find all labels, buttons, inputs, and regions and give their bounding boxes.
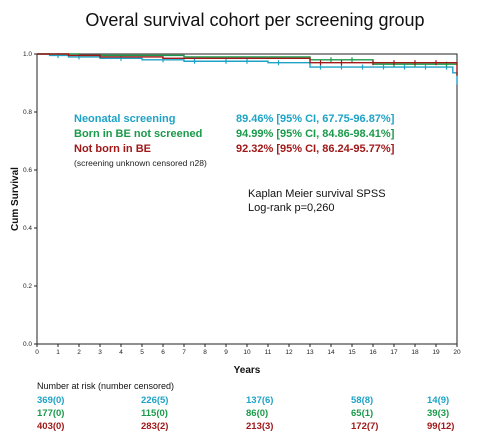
x-tick-label: 16 bbox=[369, 349, 377, 356]
legend-stat-neonatal: 89.46% [95% CI, 67.75-96.87%] bbox=[236, 113, 395, 125]
x-axis-ticks: 0 1 2 3 4 5 6 7 8 9 10 11 12 13 14 15 16 17 18 19 20 bbox=[35, 344, 461, 356]
risk-value-born_be: 86(0) bbox=[246, 408, 268, 419]
x-tick-label: 13 bbox=[306, 349, 314, 356]
chart-title: Overal survival cohort per screening gro… bbox=[85, 10, 424, 30]
risk-value-neonatal: 226(5) bbox=[141, 395, 168, 406]
legend: Neonatal screening 89.46% [95% CI, 67.75… bbox=[74, 113, 395, 168]
method-annotation: Kaplan Meier survival SPSS Log-rank p=0,… bbox=[248, 188, 386, 214]
x-tick-label: 3 bbox=[98, 349, 102, 356]
risk-value-not_born: 283(2) bbox=[141, 421, 168, 432]
x-tick-label: 8 bbox=[203, 349, 207, 356]
method-line-1: Kaplan Meier survival SPSS bbox=[248, 188, 386, 200]
risk-value-born_be: 115(0) bbox=[141, 408, 168, 419]
risk-table-header: Number at risk (number censored) bbox=[37, 381, 174, 391]
risk-value-neonatal: 58(8) bbox=[351, 395, 373, 406]
risk-value-not_born: 99(12) bbox=[427, 421, 454, 432]
legend-label-not-born: Not born in BE bbox=[74, 143, 151, 155]
x-tick-label: 4 bbox=[119, 349, 123, 356]
x-tick-label: 5 bbox=[140, 349, 144, 356]
survival-curves bbox=[37, 52, 458, 85]
legend-label-neonatal: Neonatal screening bbox=[74, 113, 175, 125]
survival-curve-not_born bbox=[37, 53, 458, 76]
x-tick-label: 2 bbox=[77, 349, 81, 356]
legend-stat-not-born: 92.32% [95% CI, 86.24-95.77%] bbox=[236, 143, 395, 155]
legend-stat-born-be: 94.99% [95% CI, 84.86-98.41%] bbox=[236, 128, 395, 140]
x-tick-label: 18 bbox=[411, 349, 419, 356]
method-line-2: Log-rank p=0,260 bbox=[248, 202, 335, 214]
x-tick-label: 17 bbox=[390, 349, 398, 356]
x-tick-label: 9 bbox=[224, 349, 228, 356]
risk-value-not_born: 172(7) bbox=[351, 421, 378, 432]
y-tick-label: 0.2 bbox=[23, 283, 32, 290]
risk-value-neonatal: 14(9) bbox=[427, 395, 449, 406]
x-tick-label: 0 bbox=[35, 349, 39, 356]
risk-value-neonatal: 369(0) bbox=[37, 395, 64, 406]
x-tick-label: 19 bbox=[432, 349, 440, 356]
risk-table: 369(0) 226(5) 137(6) 58(8) 14(9) 177(0) 115(0)… bbox=[37, 395, 454, 432]
risk-value-born_be: 65(1) bbox=[351, 408, 373, 419]
y-tick-label: 1.0 bbox=[23, 51, 32, 58]
risk-value-born_be: 177(0) bbox=[37, 408, 64, 419]
x-tick-label: 12 bbox=[285, 349, 293, 356]
x-tick-label: 11 bbox=[265, 349, 272, 356]
legend-note: (screening unknown censored n28) bbox=[74, 158, 207, 168]
y-axis-ticks: 0.0 0.2 0.4 0.6 0.8 1.0 bbox=[23, 51, 37, 348]
risk-value-not_born: 403(0) bbox=[37, 421, 64, 432]
x-axis-label: Years bbox=[234, 365, 261, 376]
y-axis-label: Cum Survival bbox=[10, 167, 21, 231]
x-tick-label: 15 bbox=[348, 349, 356, 356]
x-tick-label: 14 bbox=[327, 349, 335, 356]
x-tick-label: 10 bbox=[243, 349, 251, 356]
x-tick-label: 20 bbox=[453, 349, 461, 356]
y-tick-label: 0.6 bbox=[23, 167, 32, 174]
y-tick-label: 0.8 bbox=[23, 109, 32, 116]
risk-value-not_born: 213(3) bbox=[246, 421, 273, 432]
risk-value-born_be: 39(3) bbox=[427, 408, 449, 419]
y-tick-label: 0.4 bbox=[23, 225, 32, 232]
x-tick-label: 1 bbox=[56, 349, 60, 356]
x-tick-label: 7 bbox=[182, 349, 186, 356]
legend-label-born-be: Born in BE not screened bbox=[74, 128, 202, 140]
x-tick-label: 6 bbox=[161, 349, 165, 356]
plot-frame bbox=[36, 53, 458, 345]
risk-value-neonatal: 137(6) bbox=[246, 395, 273, 406]
y-tick-label: 0.0 bbox=[23, 341, 32, 348]
